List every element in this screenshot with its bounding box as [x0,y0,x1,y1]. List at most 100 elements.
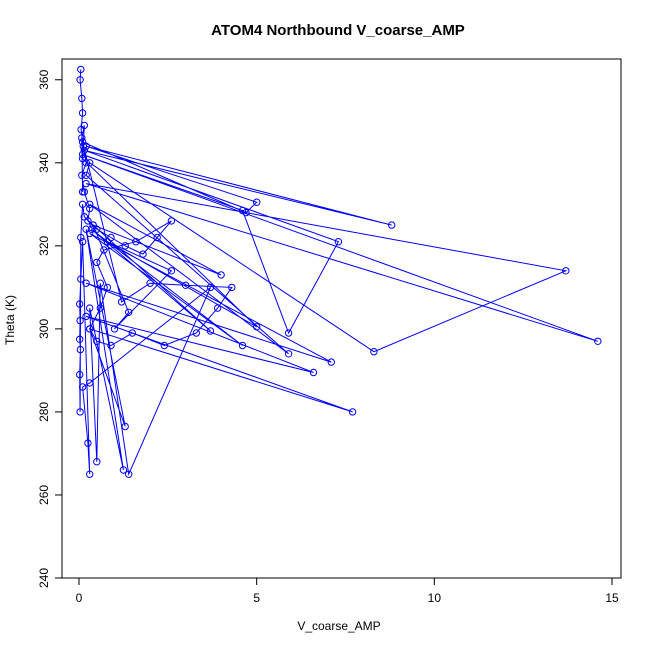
data-point [334,238,343,246]
data-point [107,233,115,242]
y-tick-label: 240 [37,568,51,588]
y-tick-label: 300 [37,319,51,339]
y-axis: 240 260 280 300 320 340 360 [37,69,63,588]
data-point [76,300,84,308]
y-tick-label: 340 [37,152,51,172]
data-point [128,329,137,337]
data-point [78,150,87,159]
data-point [80,121,89,130]
data-point [594,337,602,345]
data-point [77,275,85,283]
data-point [348,408,357,416]
data-point [76,408,84,416]
data-point [84,217,92,225]
data-point [117,298,126,306]
data-point [82,171,90,180]
data-point [78,383,87,391]
data-point [78,154,87,163]
data-point [86,200,94,209]
data-point [562,267,570,275]
data-point [100,246,108,254]
data-point [153,233,161,242]
data-point [228,283,236,292]
data-point [139,250,147,258]
data-point [76,76,84,84]
data-point [125,470,133,478]
data-point [84,439,92,447]
y-axis-label: Theta (K) [3,295,17,345]
data-point [86,159,94,167]
x-axis-label: V_coarse_AMP [297,619,380,633]
data-point [82,179,90,188]
data-point [78,188,87,196]
data-point [167,267,176,275]
data-point [76,335,84,343]
data-point [107,341,115,350]
data-point [93,458,101,466]
y-tick-label: 260 [37,485,51,505]
data-point [86,325,94,333]
data-point [206,327,215,335]
data-point [121,422,129,431]
data-point [96,304,105,312]
data-point [121,242,129,250]
data-point [110,325,119,333]
data-point [93,258,101,267]
data-point [78,109,87,117]
data-point [78,134,86,142]
plot-frame [61,58,622,579]
data-point [119,466,128,474]
x-tick-label: 10 [428,591,442,605]
data-point [388,221,396,229]
data-point [103,238,112,246]
x-tick-label: 15 [605,591,619,605]
data-point [93,225,101,233]
data-point [82,279,90,287]
data-point [78,94,86,103]
x-axis: 0 5 10 15 [76,577,619,605]
data-point [160,341,169,350]
data-point [82,142,90,150]
data-point [96,279,105,287]
data-point [217,271,225,279]
series-line [79,69,598,476]
data-point [206,283,215,292]
data-point [146,279,154,287]
y-tick-label: 280 [37,402,51,422]
data-point [93,337,101,345]
x-tick-label: 5 [253,591,260,605]
data-point [309,368,318,377]
data-point [77,233,85,242]
data-point [86,470,94,478]
series-layer [76,65,602,478]
data-point [78,171,86,180]
data-point [82,312,90,321]
data-point [86,379,94,387]
data-point [327,358,335,366]
data-point [284,329,293,337]
data-point [78,200,87,209]
data-point [79,142,88,150]
x-tick-label: 0 [76,591,83,605]
data-point [103,283,112,292]
data-point [253,198,261,206]
data-point [86,229,94,238]
data-point [238,341,247,350]
data-point [82,225,90,233]
data-point [370,348,378,356]
data-point [80,213,89,221]
data-point [284,350,293,358]
data-point [192,329,201,337]
y-tick-label: 360 [37,69,51,89]
data-point [86,204,94,213]
data-point [125,308,133,316]
data-point [253,323,261,331]
y-tick-label: 320 [37,236,51,256]
data-point [80,146,89,155]
data-point [86,304,94,312]
data-point [77,65,85,74]
chart-title: ATOM4 Northbound V_coarse_AMP [211,22,465,39]
data-point [76,316,84,325]
data-point [78,238,87,246]
